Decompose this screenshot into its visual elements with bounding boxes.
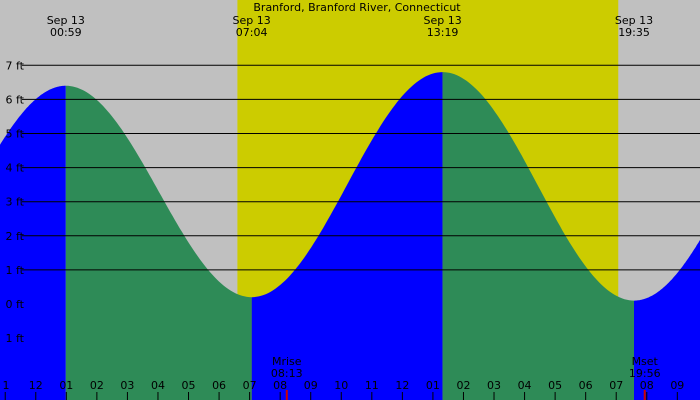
hour-tick-label: 04: [518, 379, 532, 392]
hour-tick-label: 02: [90, 379, 104, 392]
hour-tick-label: 02: [456, 379, 470, 392]
hour-tick-label: 03: [120, 379, 134, 392]
y-tick-label: 0 ft: [6, 298, 25, 311]
hour-tick-label: 01: [426, 379, 440, 392]
hour-tick-label: 06: [579, 379, 593, 392]
y-tick-label: 1 ft: [6, 264, 25, 277]
extreme-time-label: 19:35: [618, 26, 650, 39]
hour-tick-label: 01: [59, 379, 73, 392]
moon-event-time: 19:56: [629, 367, 661, 380]
y-tick-label: 2 ft: [6, 230, 25, 243]
hour-tick-label: 10: [334, 379, 348, 392]
hour-tick-label: 12: [29, 379, 43, 392]
extreme-time-label: 07:04: [236, 26, 268, 39]
extreme-date-label: Sep 13: [423, 14, 461, 27]
moon-event-label: Mrise: [272, 355, 302, 368]
hour-tick-label: 11: [365, 379, 379, 392]
hour-tick-label: 07: [609, 379, 623, 392]
falling-tide-area: [65, 85, 252, 400]
hour-tick-label: 09: [670, 379, 684, 392]
hour-tick-labels: 1 12 01 02 03 04 05 06 07 08 09 10 11 12 01 02 03 04 05 06 0…: [3, 379, 684, 400]
chart-title: Branford, Branford River, Connecticut: [253, 1, 461, 14]
y-tick-label: 1 ft: [6, 332, 25, 345]
hour-tick-label: 07: [243, 379, 257, 392]
extreme-date-label: Sep 13: [615, 14, 653, 27]
y-tick-label: 6 ft: [6, 93, 25, 106]
moon-event-label: Mset: [632, 355, 659, 368]
rising-tide-area: [0, 85, 66, 400]
y-tick-label: 7 ft: [6, 59, 25, 72]
hour-tick-label: 05: [182, 379, 196, 392]
hour-tick-label: 08: [273, 379, 287, 392]
extreme-time-label: 00:59: [50, 26, 82, 39]
rising-tide-area: [634, 240, 700, 400]
y-tick-label: 4 ft: [6, 162, 25, 175]
hour-tick-label: 09: [304, 379, 318, 392]
y-tick-label: 5 ft: [6, 128, 25, 141]
y-tick-label: 3 ft: [6, 196, 25, 209]
y-tick-labels: 7 ft 6 ft 5 ft 4 ft 3 ft 2 ft 1 ft 0 ft 1 ft: [6, 59, 25, 345]
hour-tick-label: 04: [151, 379, 165, 392]
extreme-date-label: Sep 13: [47, 14, 85, 27]
gridlines: [22, 64, 700, 271]
hour-tick-label: 06: [212, 379, 226, 392]
extreme-date-label: Sep 13: [233, 14, 271, 27]
hour-tick-label: 03: [487, 379, 501, 392]
moon-event-time: 08:13: [271, 367, 303, 380]
hour-tick-label: 12: [395, 379, 409, 392]
hour-tick-label: 1: [3, 379, 10, 392]
hour-tick-label: 05: [548, 379, 562, 392]
hour-tick-label: 08: [640, 379, 654, 392]
extreme-time-label: 13:19: [427, 26, 459, 39]
